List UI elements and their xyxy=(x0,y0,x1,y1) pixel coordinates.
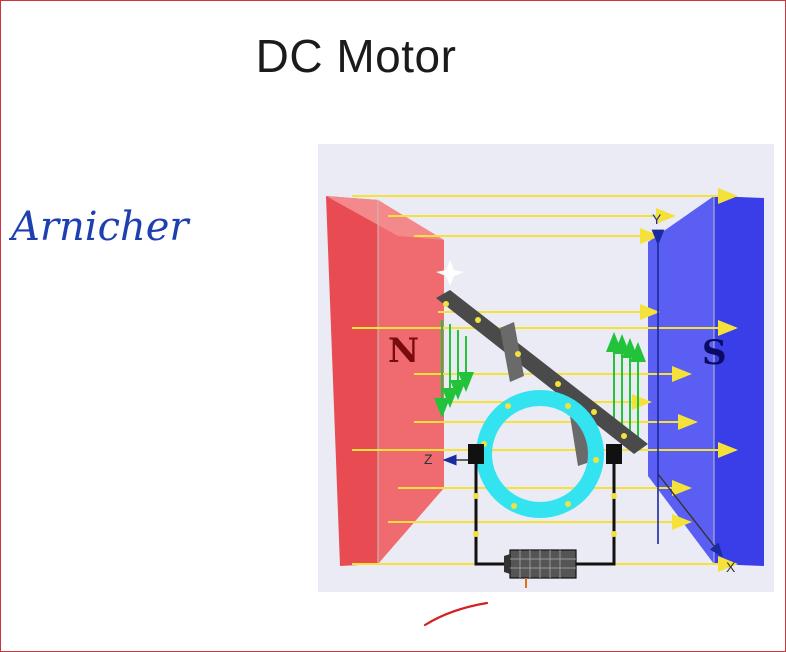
north-pole-magnet: N xyxy=(326,196,444,566)
north-pole-label: N xyxy=(388,331,419,371)
south-pole-label: S xyxy=(702,333,727,373)
south-pole-magnet: S xyxy=(648,196,764,566)
coordinate-axes: Y Z X xyxy=(424,211,736,575)
handwritten-word: Arnicher xyxy=(9,204,191,250)
slide-title: DC Motor xyxy=(255,30,457,82)
motor-illustration: N S xyxy=(326,188,764,588)
armature-coil xyxy=(436,290,648,466)
red-ink-stroke xyxy=(423,601,489,627)
force-arrows-left xyxy=(434,320,474,418)
brush-contact-icon xyxy=(606,444,622,464)
handwritten-annotation: Arnicher xyxy=(9,204,191,250)
axis-z-label: Z xyxy=(424,451,433,467)
axis-x-label: X xyxy=(726,559,736,575)
spark-icon xyxy=(436,260,464,286)
brush-contact-icon xyxy=(468,444,484,464)
dc-motor-diagram: N S xyxy=(318,144,774,592)
battery-icon xyxy=(504,549,577,588)
axis-y-label: Y xyxy=(652,211,662,227)
